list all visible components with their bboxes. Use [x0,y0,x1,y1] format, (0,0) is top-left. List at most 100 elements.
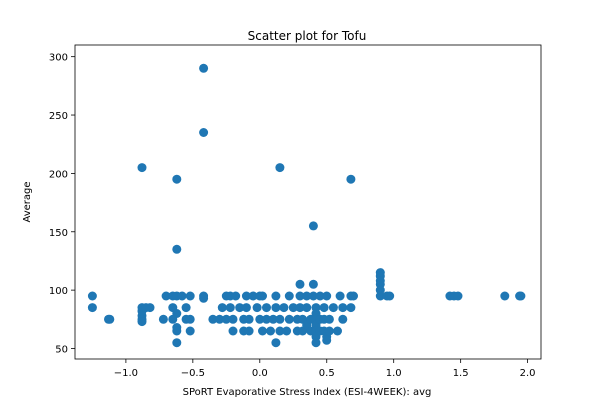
data-point [322,291,332,301]
data-point [252,303,262,313]
data-point [172,309,182,318]
data-point [308,291,318,301]
data-point [295,291,305,301]
data-point [199,293,209,303]
data-point [208,314,218,324]
data-point [225,303,235,313]
data-point [241,291,251,301]
x-tick-label: −0.5 [181,368,205,379]
data-point [335,291,345,301]
data-point [177,291,187,301]
data-point [324,314,334,324]
data-point [255,314,265,324]
data-point [221,314,231,324]
data-point [185,314,195,324]
data-point [328,303,338,313]
y-tick-label: 250 [49,111,68,122]
data-point [302,291,312,301]
data-point [244,314,254,324]
data-point [215,314,225,324]
x-axis-label: SPoRT Evaporative Stress Index (ESI-4WEE… [183,387,432,398]
data-point [284,291,294,301]
data-point [172,326,182,336]
data-point [87,291,97,301]
data-point [319,303,329,313]
data-point [199,128,209,137]
data-point [258,291,267,301]
data-point [87,303,97,313]
y-axis-ticks: 50 100 150 200 250 300 [49,53,75,355]
data-point [324,326,334,336]
data-point [262,314,271,324]
data-point [244,326,254,336]
y-axis-label: Average [22,181,33,222]
data-point [338,303,348,313]
data-point [375,291,385,301]
x-tick-label: 1.0 [386,368,402,379]
data-point [137,317,147,327]
x-tick-label: 0.0 [252,368,268,379]
data-point [172,174,182,184]
plot-frame [74,44,542,360]
data-point [275,326,285,336]
data-point [346,303,356,313]
data-point [288,303,298,313]
y-tick-label: 200 [49,169,68,180]
data-point [295,303,305,313]
data-point [266,326,275,336]
data-points [87,63,526,348]
data-point [172,338,182,348]
data-point [161,291,171,301]
data-point [268,314,278,324]
data-point [231,291,241,301]
data-point [302,303,312,313]
data-point [258,326,267,336]
data-point [453,291,463,301]
data-point [137,163,147,173]
data-point [308,221,318,231]
data-point [248,291,258,301]
x-axis-ticks: −1.0 −0.5 0.0 0.5 1.0 1.5 2.0 [114,359,536,379]
data-point [500,291,510,301]
data-point [275,163,285,173]
data-point [308,279,318,289]
data-point [181,303,191,313]
data-point [145,303,155,313]
chart-title: Scatter plot for Tofu [248,29,367,43]
data-point [284,314,294,324]
data-point [185,291,195,301]
y-tick-label: 300 [49,53,68,64]
data-point [262,303,271,313]
data-point [346,174,356,184]
y-tick-label: 150 [49,228,68,239]
data-point [279,303,289,313]
x-tick-label: 0.5 [319,368,335,379]
data-point [295,279,305,289]
data-point [271,291,281,301]
y-tick-label: 50 [55,344,68,355]
data-point [199,63,209,73]
y-tick-label: 100 [49,286,68,297]
data-point [349,291,358,301]
data-point [228,326,238,336]
data-point [516,291,526,301]
data-point [275,314,285,324]
data-point [271,338,281,348]
x-tick-label: 1.5 [453,368,469,379]
data-point [338,314,348,324]
data-point [217,303,227,313]
x-tick-label: −1.0 [114,368,138,379]
data-point [228,314,238,324]
data-point [315,291,325,301]
data-point [322,335,332,345]
data-point [185,326,195,336]
data-point [282,326,292,336]
data-point [385,291,395,301]
data-point [311,338,321,348]
data-point [333,326,342,336]
data-point [158,314,168,324]
data-point [104,314,113,324]
x-tick-label: 2.0 [520,368,536,379]
data-point [241,303,251,313]
